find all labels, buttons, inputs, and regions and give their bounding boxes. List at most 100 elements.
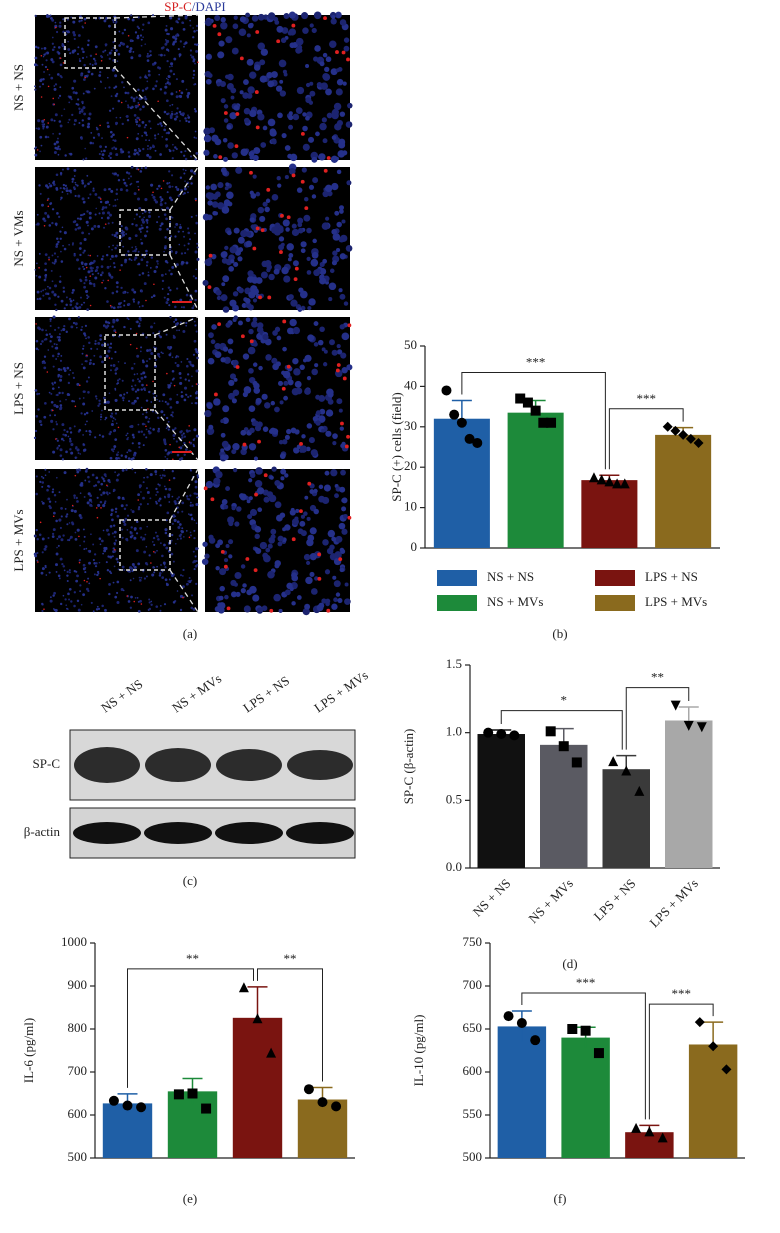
nucleus [60,251,62,253]
micrograph [202,466,351,615]
nucleus [83,268,85,270]
nucleus [52,488,54,490]
nucleus [83,390,85,392]
sp-c-signal [95,53,97,55]
nucleus [221,251,228,258]
nucleus [126,116,128,118]
nucleus [149,349,152,352]
nucleus [339,487,345,493]
sp-c-signal [101,282,103,284]
nucleus [131,223,133,225]
nucleus [222,405,229,412]
nucleus [42,567,45,570]
nucleus [49,74,51,76]
nucleus [178,496,180,498]
nucleus [57,145,59,147]
nucleus [182,330,185,333]
nucleus [134,256,137,259]
nucleus [93,225,96,228]
nucleus [220,81,226,87]
nucleus [190,532,192,534]
nucleus [164,496,166,498]
nucleus [53,608,55,610]
nucleus [66,523,68,525]
nucleus [301,248,306,253]
sp-c-signal [47,69,49,71]
nucleus [116,245,118,247]
nucleus [160,542,162,544]
nucleus [77,600,79,602]
nucleus [146,261,149,264]
nucleus [213,398,220,405]
nucleus [290,509,296,515]
nucleus [62,458,64,460]
nucleus [78,609,81,612]
nucleus [36,552,38,554]
nucleus [47,293,49,295]
nucleus [83,213,85,215]
sp-c-signal [106,484,108,486]
nucleus [231,591,237,597]
nucleus [79,453,81,455]
nucleus [186,495,188,497]
nucleus [120,287,122,289]
nucleus [134,527,137,530]
nucleus [155,267,157,269]
sp-c-signal [209,254,213,258]
nucleus [323,138,328,143]
nucleus [105,355,108,358]
nucleus [121,150,124,153]
nucleus [94,193,97,196]
nucleus [71,98,73,100]
nucleus [229,300,236,307]
nucleus [53,512,56,515]
nucleus [179,377,181,379]
nucleus [311,157,317,163]
nucleus [139,108,142,111]
nucleus [248,478,252,482]
nucleus [91,73,94,76]
nucleus [123,86,125,88]
nucleus [49,287,52,290]
nucleus [100,483,103,486]
nucleus [136,124,138,126]
sp-c-signal [217,322,221,326]
nucleus [194,108,196,110]
nucleus [270,529,276,535]
nucleus [44,548,47,551]
nucleus [113,417,115,419]
nucleus [126,504,128,506]
nucleus [168,421,170,423]
nucleus [47,537,49,539]
nucleus [72,31,75,34]
nucleus [36,415,39,418]
nucleus [83,345,85,347]
nucleus [329,545,334,550]
nucleus [227,83,234,90]
nucleus [145,124,147,126]
nucleus [146,476,148,478]
nucleus [100,201,102,203]
nucleus [177,526,180,529]
nucleus [288,257,292,261]
nucleus [146,428,148,430]
nucleus [74,570,76,572]
nucleus [253,175,257,179]
nucleus [117,306,120,309]
nucleus [252,15,259,22]
nucleus [248,329,253,334]
nucleus [174,118,177,121]
nucleus [164,485,166,487]
nucleus [102,158,104,160]
bar [655,435,711,548]
nucleus [295,509,299,513]
nucleus [257,487,264,494]
nucleus [122,380,124,382]
nucleus [297,187,303,193]
nucleus [174,500,177,503]
nucleus [197,474,199,476]
nucleus [344,37,349,42]
nucleus [78,20,80,22]
nucleus [278,542,283,547]
sp-c-signal [224,565,228,569]
